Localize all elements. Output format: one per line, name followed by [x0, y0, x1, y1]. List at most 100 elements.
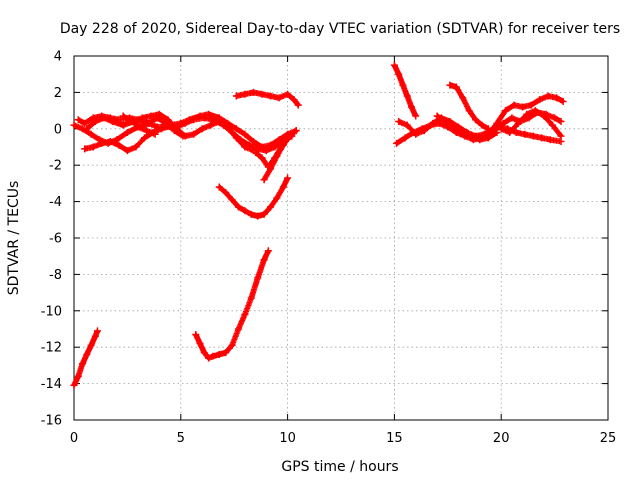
data-point [106, 138, 114, 146]
data-point [249, 138, 257, 146]
y-tick-label: -16 [41, 414, 62, 429]
data-point [192, 330, 200, 338]
data-point [234, 325, 242, 333]
data-point [390, 61, 398, 69]
data-point [538, 134, 546, 142]
data-point [215, 118, 223, 126]
data-point [164, 116, 172, 124]
data-point [100, 114, 108, 122]
data-point [74, 372, 82, 380]
data-point [273, 194, 281, 202]
data-point [452, 83, 460, 91]
data-point [241, 130, 249, 138]
x-tick-label: 10 [279, 431, 296, 446]
x-tick-label: 25 [600, 431, 617, 446]
x-tick-label: 20 [493, 431, 510, 446]
data-point [258, 90, 266, 98]
data-point [514, 119, 522, 127]
data-point [196, 340, 204, 348]
data-point [228, 341, 236, 349]
data-point [224, 123, 232, 131]
data-point [232, 92, 240, 100]
data-point [395, 70, 403, 78]
data-point [145, 119, 153, 127]
data-point [81, 145, 89, 153]
data-point [232, 125, 240, 133]
data-point [412, 112, 420, 120]
data-point [162, 119, 170, 127]
data-point [205, 110, 213, 118]
data-point [228, 196, 236, 204]
data-point [205, 354, 213, 362]
data-point [267, 203, 275, 211]
data-point [472, 116, 480, 124]
data-point [241, 310, 249, 318]
data-point [260, 210, 268, 218]
data-point [81, 119, 89, 127]
x-axis-label: GPS time / hours [281, 459, 398, 475]
data-point [143, 127, 151, 135]
data-point [433, 112, 441, 120]
data-point [279, 141, 287, 149]
series-arc-15 [446, 81, 492, 133]
data-point [147, 112, 155, 120]
data-point [96, 136, 104, 144]
data-point [491, 125, 499, 133]
y-tick-label: -12 [41, 341, 62, 356]
data-point [510, 101, 518, 109]
data-point [79, 360, 87, 368]
data-point [138, 114, 146, 122]
series-arc-19 [497, 107, 565, 140]
data-point [476, 136, 484, 144]
data-point [222, 349, 230, 357]
data-point [260, 176, 268, 184]
data-point [177, 119, 185, 127]
data-point [412, 130, 420, 138]
data-point [234, 203, 242, 211]
data-point [446, 81, 454, 89]
data-point [119, 112, 127, 120]
data-point [254, 212, 262, 220]
data-point [275, 136, 283, 144]
data-point [273, 152, 281, 160]
series-arc-1 [70, 327, 101, 389]
data-point [267, 165, 275, 173]
data-point [420, 127, 428, 135]
data-point [403, 121, 411, 129]
y-tick-label: 0 [54, 122, 62, 137]
series-arc-16 [433, 112, 501, 144]
data-point [209, 352, 217, 360]
data-point [98, 139, 106, 147]
data-point [241, 143, 249, 151]
data-point [215, 350, 223, 358]
data-point [531, 107, 539, 115]
data-point [170, 127, 178, 135]
data-point [267, 141, 275, 149]
data-point [232, 134, 240, 142]
x-tick-label: 15 [386, 431, 403, 446]
data-point [536, 96, 544, 104]
data-point [529, 132, 537, 140]
data-point [115, 141, 123, 149]
y-tick-label: 4 [54, 50, 62, 65]
data-point [395, 118, 403, 126]
data-point [465, 107, 473, 115]
data-point [113, 136, 121, 144]
data-point [70, 381, 78, 389]
data-point [249, 88, 257, 96]
data-point [519, 103, 527, 111]
data-point [551, 114, 559, 122]
data-point [241, 90, 249, 98]
data-point [128, 118, 136, 126]
data-point [546, 136, 554, 144]
data-point [401, 134, 409, 142]
data-point [83, 350, 91, 358]
y-tick-label: -6 [49, 232, 62, 247]
data-point [190, 130, 198, 138]
data-point [521, 130, 529, 138]
data-point [149, 128, 157, 136]
x-tick-label: 0 [70, 431, 78, 446]
data-point [93, 327, 101, 335]
data-point [429, 119, 437, 127]
y-tick-label: -2 [49, 159, 62, 174]
